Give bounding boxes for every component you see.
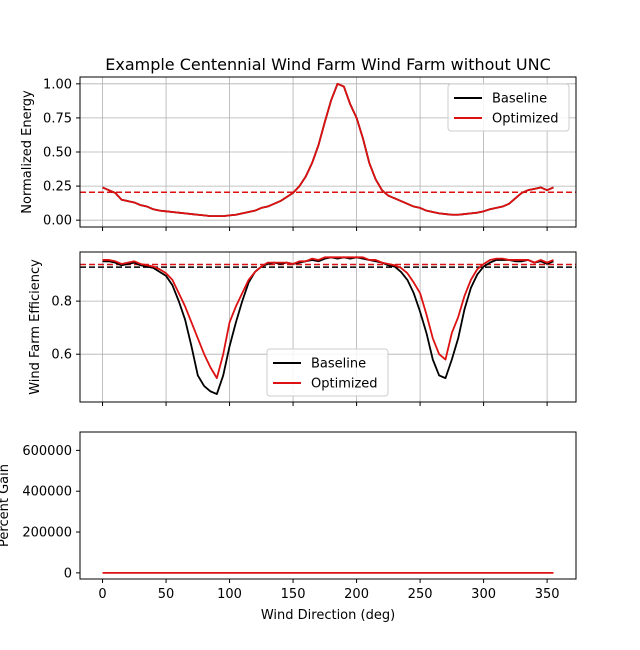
legend-label-optimized: Optimized (311, 377, 378, 392)
x-tick-label: 300 (471, 587, 496, 602)
optimized-series-line (102, 256, 554, 380)
y-tick-label: 400000 (22, 485, 72, 500)
y-tick-label: 0.75 (43, 111, 72, 126)
y-axis-label: Percent Gain (0, 464, 12, 547)
legend: Baseline Optimized (266, 348, 389, 397)
x-tick-label: 0 (98, 587, 106, 602)
x-tick-label: 250 (408, 587, 433, 602)
y-tick-label: 600000 (22, 444, 72, 459)
y-tick-label: 200000 (22, 526, 72, 541)
chart-title: Example Centennial Wind Farm Wind Farm w… (105, 55, 551, 74)
axes-frame (79, 431, 577, 580)
legend-label-baseline: Baseline (492, 92, 547, 107)
x-tick-label: 100 (217, 587, 242, 602)
y-axis-label: Wind Farm Efficiency (28, 259, 43, 395)
x-tick-label: 150 (281, 587, 306, 602)
x-tick-label: 50 (158, 587, 175, 602)
x-tick-label: 350 (535, 587, 560, 602)
legend-label-optimized: Optimized (492, 112, 559, 127)
energy-panel: 0.00 0.25 0.50 0.75 1.00 Normalized Energy Bas… (20, 76, 577, 231)
legend: Baseline Optimized (447, 83, 570, 132)
y-tick-label: 0.6 (51, 348, 72, 363)
efficiency-panel: 0.6 0.8 Wind Farm Efficiency Baseline Optimi… (28, 251, 577, 406)
legend-box (447, 83, 570, 132)
legend-label-baseline: Baseline (311, 357, 366, 372)
y-tick-label: 0.8 (51, 295, 72, 310)
x-tick-label: 200 (344, 587, 369, 602)
y-tick-label: 1.00 (43, 77, 72, 92)
y-tick-label: 0 (64, 566, 72, 581)
y-tick-label: 0.25 (43, 180, 72, 195)
percent-gain-panel: 0 50 100 150 200 250 300 350 0 200000 400000 600000… (0, 431, 577, 602)
optimized-series-line (102, 82, 554, 217)
axes-frame (79, 251, 577, 403)
y-tick-label: 0.50 (43, 146, 72, 161)
y-tick-label: 0.00 (43, 214, 72, 229)
x-axis-label: Wind Direction (deg) (261, 608, 395, 623)
y-axis-label: Normalized Energy (20, 90, 35, 214)
legend-box (266, 348, 389, 397)
